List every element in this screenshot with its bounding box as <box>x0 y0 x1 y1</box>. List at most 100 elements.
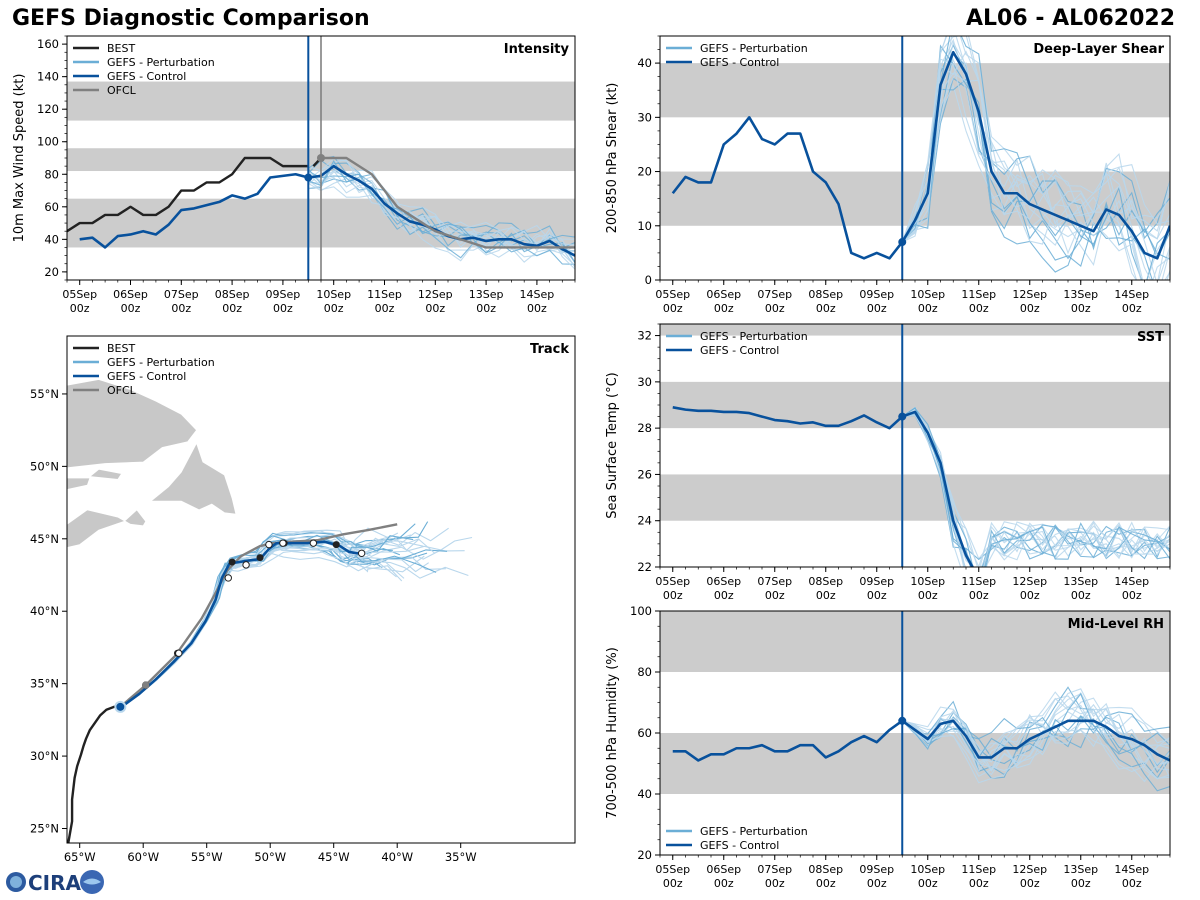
x-tick-label: 05Sep <box>655 863 690 876</box>
x-tick-label: 00z <box>1122 589 1142 602</box>
plot-area <box>660 36 1170 280</box>
x-tick-label: 11Sep <box>367 288 402 301</box>
shaded-band <box>660 63 1170 118</box>
perturbation-member-line <box>902 413 1170 567</box>
y-axis-label: 700-500 hPa Humidity (%) <box>605 647 620 819</box>
x-tick-label: 00z <box>527 302 547 315</box>
x-tick-label: 09Sep <box>859 288 894 301</box>
x-tick-label: 00z <box>1122 302 1142 315</box>
x-tick-label: 07Sep <box>757 575 792 588</box>
x-tick-label: 12Sep <box>1012 288 1047 301</box>
x-tick-label: 05Sep <box>655 288 690 301</box>
x-tick-label: 14Sep <box>520 288 555 301</box>
legend-label: GEFS - Control <box>700 839 779 852</box>
x-tick-label: 00z <box>663 877 683 890</box>
perturbation-member-line <box>902 688 1170 777</box>
x-tick-label: 00z <box>969 302 989 315</box>
legend-label: BEST <box>107 42 135 55</box>
legend-label: GEFS - Perturbation <box>700 42 808 55</box>
x-tick-label: 06Sep <box>706 863 741 876</box>
perturbation-track <box>121 542 465 708</box>
control-line <box>79 164 575 257</box>
perturbation-track <box>121 547 403 708</box>
x-tick-label: 00z <box>663 589 683 602</box>
perturbation-member-line <box>902 706 1170 771</box>
x-tick-label: 09Sep <box>266 288 301 301</box>
legend-label: GEFS - Perturbation <box>700 825 808 838</box>
y-tick-label: 30 <box>637 110 652 124</box>
x-tick-label: 08Sep <box>808 575 843 588</box>
x-tick-label: 11Sep <box>961 863 996 876</box>
x-tick-label: 50°W <box>254 850 286 864</box>
ofcl-track-marker <box>265 540 273 549</box>
x-tick-label: 00z <box>375 302 395 315</box>
x-tick-label: 13Sep <box>1063 288 1098 301</box>
perturbation-track <box>121 540 448 708</box>
x-tick-label: 12Sep <box>1012 575 1047 588</box>
x-tick-label: 00z <box>1071 302 1091 315</box>
plot-area <box>660 324 1170 567</box>
y-tick-label: 100 <box>630 604 652 618</box>
x-tick-label: 00z <box>867 589 887 602</box>
x-tick-label: 10Sep <box>910 575 945 588</box>
legend-label: GEFS - Control <box>107 370 186 383</box>
shaded-band <box>660 474 1170 521</box>
x-tick-label: 00z <box>918 302 938 315</box>
y-tick-label: 30 <box>637 375 652 389</box>
y-axis-label: 10m Max Wind Speed (kt) <box>12 74 27 243</box>
panel-shear: 01020304005Sep00z06Sep00z07Sep00z08Sep00… <box>605 35 1171 315</box>
panel-title: Intensity <box>504 42 570 57</box>
x-tick-label: 08Sep <box>808 288 843 301</box>
init-point <box>898 238 907 247</box>
ofcl-line <box>321 156 575 249</box>
x-tick-label: 40°W <box>381 850 413 864</box>
x-tick-label: 13Sep <box>1063 863 1098 876</box>
ofcl-init-position <box>142 681 150 689</box>
y-tick-label: 50°N <box>30 459 59 473</box>
shaded-band <box>660 733 1170 794</box>
y-axis-label: 200-850 hPa Shear (kt) <box>605 83 620 234</box>
y-tick-label: 10 <box>637 219 652 233</box>
y-tick-label: 80 <box>44 167 59 181</box>
control-line <box>672 719 1170 762</box>
x-tick-label: 00z <box>816 877 836 890</box>
x-tick-label: 00z <box>714 589 734 602</box>
perturbation-member-line <box>901 77 1153 280</box>
y-tick-label: 30°N <box>30 749 59 763</box>
cira-logo-text: CIRA <box>28 871 82 895</box>
perturbation-track <box>121 552 425 708</box>
y-tick-label: 20 <box>637 165 652 179</box>
y-tick-label: 140 <box>37 70 59 84</box>
y-tick-label: 160 <box>37 37 59 51</box>
perturbation-member-line <box>308 159 575 254</box>
perturbation-track <box>121 541 446 708</box>
x-tick-label: 05Sep <box>62 288 97 301</box>
control-line <box>672 406 974 567</box>
y-tick-label: 25°N <box>30 822 59 836</box>
x-tick-label: 10Sep <box>910 288 945 301</box>
x-tick-label: 00z <box>816 302 836 315</box>
perturbation-member-line <box>307 170 575 268</box>
x-tick-label: 07Sep <box>164 288 199 301</box>
control-line <box>671 50 1170 260</box>
perturbation-member-line <box>901 692 1170 792</box>
y-tick-label: 26 <box>637 467 652 481</box>
perturbation-track <box>121 545 429 708</box>
x-tick-label: 00z <box>765 302 785 315</box>
x-tick-label: 13Sep <box>1063 575 1098 588</box>
x-tick-label: 60°W <box>127 850 159 864</box>
x-tick-label: 11Sep <box>961 575 996 588</box>
x-tick-label: 11Sep <box>961 288 996 301</box>
x-tick-label: 07Sep <box>757 288 792 301</box>
y-tick-label: 100 <box>37 135 59 149</box>
y-tick-label: 55°N <box>30 387 59 401</box>
perturbation-member-line <box>901 44 1170 267</box>
panel-intensity: 2040608010012014016005Sep00z06Sep00z07Se… <box>12 35 576 315</box>
control-end-marker <box>357 549 366 557</box>
ofcl-track-marker <box>309 539 318 547</box>
ofcl-track-marker <box>242 561 250 569</box>
y-tick-label: 20 <box>44 265 59 279</box>
legend-label: OFCL <box>107 84 137 97</box>
ofcl-track-marker <box>175 649 183 657</box>
